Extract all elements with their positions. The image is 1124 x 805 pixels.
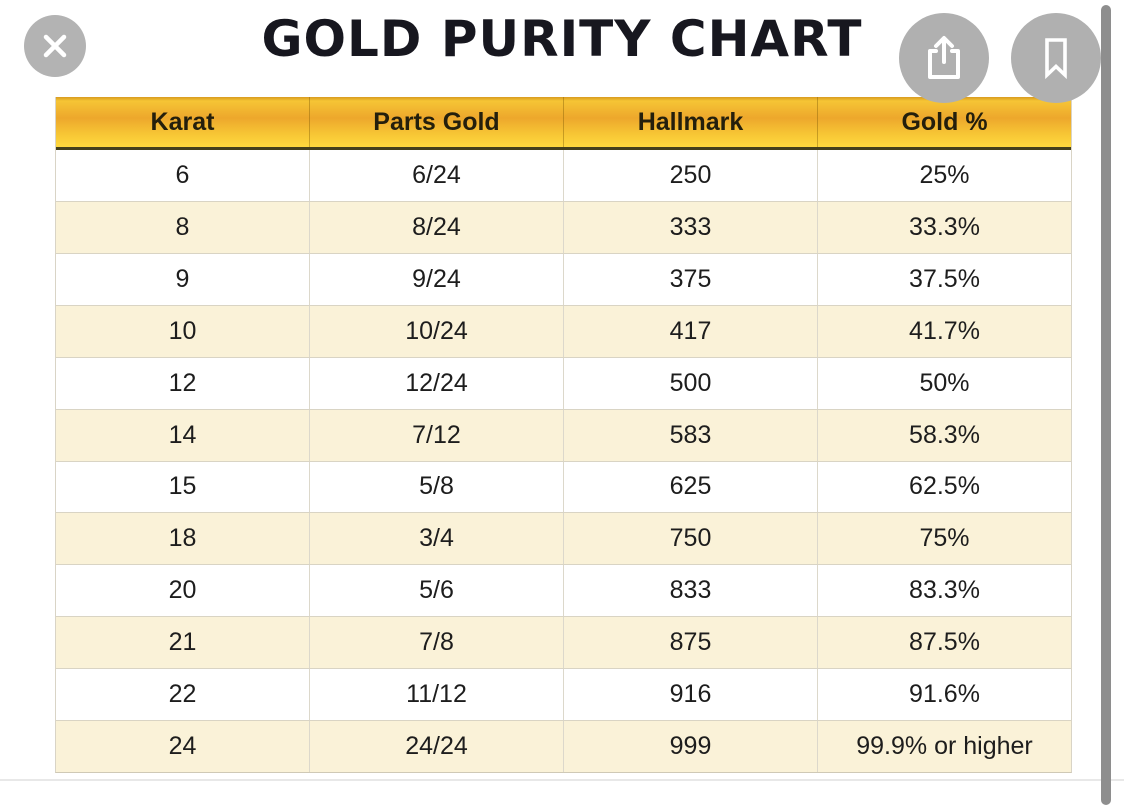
table-cell: 91.6% — [909, 680, 980, 709]
table-cell: 50% — [919, 368, 970, 397]
table-cell: 916 — [564, 669, 818, 721]
column-header-parts-gold: Parts Gold — [310, 97, 564, 147]
share-button[interactable] — [899, 13, 989, 103]
table-cell: 83.3% — [909, 576, 980, 605]
table-cell: 37.5% — [909, 264, 980, 293]
table-cell: 333 — [564, 201, 818, 253]
table-cell: 250 — [564, 150, 818, 201]
table-cell: 20 — [56, 565, 310, 617]
table-cell: 12/24 — [310, 357, 564, 409]
table-row: 21 7/8 875 87.5% — [56, 617, 1071, 670]
table-cell: 417 — [564, 305, 818, 357]
table-cell: 75% — [919, 524, 970, 553]
table-cell: 18 — [56, 513, 310, 565]
table-cell: 14 — [56, 409, 310, 461]
table-row: 18 3/4 750 75% — [56, 513, 1071, 566]
table-cell: 625 — [564, 461, 818, 513]
close-icon — [39, 30, 71, 62]
table-cell: 5/8 — [310, 461, 564, 513]
page-title: GOLD PURITY CHART — [261, 10, 863, 68]
table-cell: 9 — [56, 253, 310, 305]
table-cell: 12 — [56, 357, 310, 409]
table-cell: 33.3% — [909, 212, 980, 241]
column-header-gold-pct: Gold % — [901, 107, 988, 136]
table-cell: 5/6 — [310, 565, 564, 617]
table-cell: 500 — [564, 357, 818, 409]
table-cell: 9/24 — [310, 253, 564, 305]
table-cell: 24 — [56, 721, 310, 773]
column-header-hallmark: Hallmark — [564, 97, 818, 147]
table-cell: 87.5% — [909, 628, 980, 657]
table-cell: 6 — [56, 150, 310, 201]
table-row: 9 9/24 375 37.5% — [56, 253, 1071, 306]
table-cell: 15 — [56, 461, 310, 513]
close-button[interactable] — [24, 15, 86, 77]
table-cell: 22 — [56, 669, 310, 721]
table-row: 12 12/24 500 50% — [56, 357, 1071, 410]
table-cell: 21 — [56, 617, 310, 669]
table-cell: 24/24 — [310, 721, 564, 773]
share-icon — [920, 32, 968, 84]
table-header-row: Karat Parts Gold Hallmark Gold % — [56, 97, 1071, 150]
table-cell: 58.3% — [909, 420, 980, 449]
table-cell: 750 — [564, 513, 818, 565]
vertical-scrollbar[interactable] — [1101, 5, 1111, 805]
column-header-karat: Karat — [56, 97, 310, 147]
table-cell: 10/24 — [310, 305, 564, 357]
table-cell: 10 — [56, 305, 310, 357]
table-cell: 999 — [564, 721, 818, 773]
table-cell: 62.5% — [909, 472, 980, 501]
table-cell: 41.7% — [909, 316, 980, 345]
table-row: 14 7/12 583 58.3% — [56, 409, 1071, 462]
table-row: 8 8/24 333 33.3% — [56, 201, 1071, 254]
table-row: 6 6/24 250 25% — [56, 150, 1071, 202]
gold-purity-table: Karat Parts Gold Hallmark Gold % 6 6/24 … — [55, 97, 1072, 773]
table-cell: 11/12 — [310, 669, 564, 721]
table-body: 6 6/24 250 25% 8 8/24 333 33.3% 9 9/24 3… — [56, 150, 1071, 773]
table-cell: 8 — [56, 201, 310, 253]
table-cell: 583 — [564, 409, 818, 461]
table-cell: 875 — [564, 617, 818, 669]
table-cell: 25% — [919, 160, 970, 189]
table-row: 24 24/24 999 99.9% or higher — [56, 721, 1071, 773]
table-cell: 7/12 — [310, 409, 564, 461]
table-row: 10 10/24 417 41.7% — [56, 305, 1071, 358]
bookmark-button[interactable] — [1011, 13, 1101, 103]
table-row: 15 5/8 625 62.5% — [56, 461, 1071, 514]
table-row: 20 5/6 833 83.3% — [56, 565, 1071, 618]
table-row: 22 11/12 916 91.6% — [56, 669, 1071, 722]
table-cell: 6/24 — [310, 150, 564, 201]
table-cell: 99.9% or higher — [856, 732, 1033, 761]
table-cell: 375 — [564, 253, 818, 305]
image-bottom-shadow — [0, 779, 1124, 781]
table-cell: 8/24 — [310, 201, 564, 253]
table-cell: 833 — [564, 565, 818, 617]
table-cell: 3/4 — [310, 513, 564, 565]
bookmark-icon — [1032, 32, 1080, 84]
table-cell: 7/8 — [310, 617, 564, 669]
